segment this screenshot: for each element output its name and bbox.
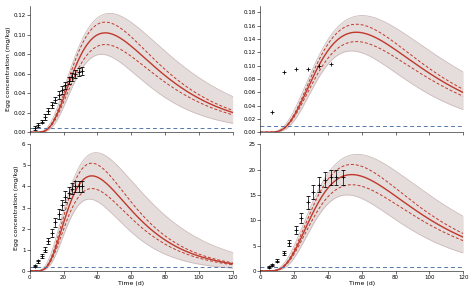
X-axis label: Time (d): Time (d) [349, 281, 375, 286]
Y-axis label: Egg concentration (mg/kg): Egg concentration (mg/kg) [6, 27, 10, 111]
X-axis label: Time (d): Time (d) [118, 281, 144, 286]
Y-axis label: Egg concentration (mg/kg): Egg concentration (mg/kg) [14, 165, 19, 250]
